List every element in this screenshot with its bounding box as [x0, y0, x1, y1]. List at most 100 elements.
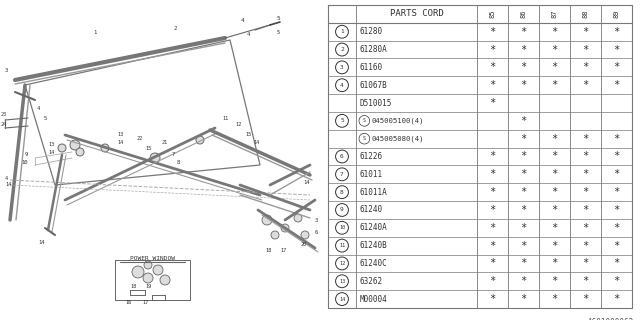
Text: 045005080(4): 045005080(4) — [372, 135, 424, 142]
Circle shape — [294, 214, 302, 222]
Text: *: * — [552, 80, 557, 90]
Text: *: * — [552, 62, 557, 72]
Text: *: * — [552, 241, 557, 251]
Text: 18: 18 — [130, 284, 136, 289]
Text: 7: 7 — [340, 172, 344, 177]
Text: 045005100(4): 045005100(4) — [372, 118, 424, 124]
Text: 4: 4 — [241, 18, 245, 22]
Text: S: S — [363, 136, 366, 141]
Text: *: * — [520, 259, 527, 268]
Text: *: * — [582, 276, 589, 286]
Text: *: * — [582, 294, 589, 304]
Circle shape — [132, 266, 144, 278]
Text: *: * — [552, 44, 557, 54]
Text: *: * — [552, 276, 557, 286]
Text: *: * — [613, 151, 620, 162]
Text: 2: 2 — [340, 47, 344, 52]
Text: 20: 20 — [301, 243, 307, 247]
Text: 15: 15 — [145, 146, 151, 150]
Text: *: * — [490, 187, 495, 197]
Text: *: * — [582, 169, 589, 179]
Text: *: * — [613, 276, 620, 286]
Circle shape — [153, 265, 163, 275]
Circle shape — [301, 231, 309, 239]
Text: 61011: 61011 — [360, 170, 383, 179]
Text: 13: 13 — [117, 132, 123, 138]
Text: 14: 14 — [253, 140, 259, 146]
Text: 61160: 61160 — [360, 63, 383, 72]
Text: 14: 14 — [49, 150, 55, 156]
Text: *: * — [613, 259, 620, 268]
Text: 9: 9 — [340, 207, 344, 212]
Text: D510015: D510015 — [360, 99, 392, 108]
Text: 63262: 63262 — [360, 277, 383, 286]
Text: 3: 3 — [5, 68, 8, 73]
Text: 23: 23 — [1, 113, 7, 117]
Text: *: * — [490, 205, 495, 215]
Text: 17: 17 — [142, 300, 148, 306]
Text: 13: 13 — [339, 279, 345, 284]
Text: 8: 8 — [177, 161, 180, 165]
Text: *: * — [613, 223, 620, 233]
Text: 88: 88 — [582, 10, 589, 18]
Text: 1: 1 — [340, 29, 344, 34]
Text: 3: 3 — [340, 65, 344, 70]
Text: *: * — [613, 62, 620, 72]
Text: 86: 86 — [520, 10, 527, 18]
Text: *: * — [552, 134, 557, 144]
Text: *: * — [520, 169, 527, 179]
Text: *: * — [582, 151, 589, 162]
Text: *: * — [552, 187, 557, 197]
Circle shape — [160, 275, 170, 285]
Text: *: * — [613, 169, 620, 179]
Text: 5: 5 — [276, 15, 280, 20]
Text: *: * — [582, 241, 589, 251]
Text: 17: 17 — [280, 247, 286, 252]
Text: 16: 16 — [125, 300, 131, 306]
Text: 24: 24 — [1, 122, 7, 126]
Text: 7: 7 — [172, 153, 175, 157]
Text: *: * — [582, 187, 589, 197]
Text: *: * — [520, 62, 527, 72]
Text: 19: 19 — [145, 284, 151, 289]
Text: *: * — [613, 44, 620, 54]
Text: 9: 9 — [25, 153, 28, 157]
Text: *: * — [582, 134, 589, 144]
Text: 61240: 61240 — [360, 205, 383, 214]
Text: *: * — [490, 27, 495, 37]
Text: 21: 21 — [162, 140, 168, 146]
Text: *: * — [552, 27, 557, 37]
Text: *: * — [520, 276, 527, 286]
Circle shape — [271, 231, 279, 239]
Text: 14: 14 — [304, 180, 310, 185]
Text: 12: 12 — [235, 123, 241, 127]
Text: *: * — [582, 27, 589, 37]
Text: *: * — [552, 151, 557, 162]
Text: *: * — [490, 223, 495, 233]
Text: 87: 87 — [552, 10, 557, 18]
Text: *: * — [552, 223, 557, 233]
Circle shape — [150, 153, 160, 163]
Text: 10: 10 — [339, 225, 345, 230]
Circle shape — [281, 224, 289, 232]
Text: 8: 8 — [340, 190, 344, 195]
Text: 85: 85 — [490, 10, 495, 18]
Text: *: * — [582, 223, 589, 233]
Text: *: * — [613, 80, 620, 90]
Text: 89: 89 — [614, 10, 620, 18]
Text: *: * — [520, 27, 527, 37]
Text: 61011A: 61011A — [360, 188, 388, 197]
Text: 1: 1 — [93, 29, 97, 35]
Text: 61280: 61280 — [360, 27, 383, 36]
Text: *: * — [490, 169, 495, 179]
Circle shape — [76, 148, 84, 156]
Text: *: * — [520, 187, 527, 197]
Text: 14: 14 — [39, 241, 45, 245]
Text: *: * — [490, 62, 495, 72]
Text: 5: 5 — [340, 118, 344, 123]
Text: *: * — [490, 294, 495, 304]
Text: *: * — [520, 134, 527, 144]
Text: *: * — [613, 134, 620, 144]
Text: 15: 15 — [245, 132, 251, 138]
Text: *: * — [613, 294, 620, 304]
